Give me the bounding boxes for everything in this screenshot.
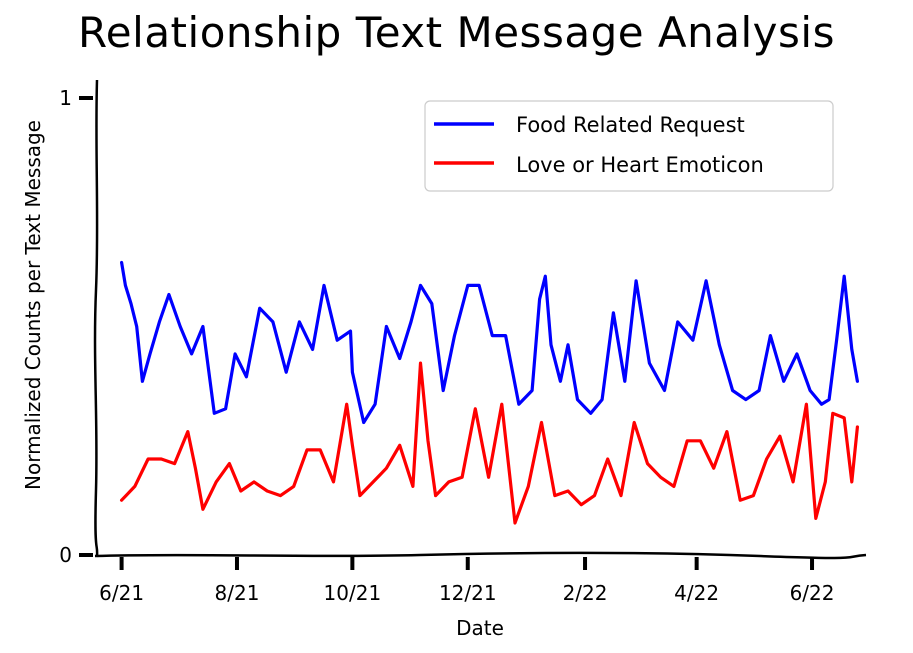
series-line-food (120, 260, 859, 425)
legend-label-food: Food Related Request (516, 113, 745, 137)
x-tick-label: 12/21 (439, 581, 497, 605)
plot-lines (120, 260, 859, 525)
y-tick-label: 1 (59, 86, 72, 110)
x-tick-label: 4/22 (674, 581, 719, 605)
y-tick-label: 0 (59, 543, 72, 567)
chart-title: Relationship Text Message Analysis (78, 8, 835, 57)
y-axis-line (93, 79, 99, 558)
x-tick-label: 8/21 (215, 581, 260, 605)
y-axis-label: Normalized Counts per Text Message (21, 120, 45, 490)
legend-box (424, 100, 834, 192)
legend: Food Related Request Love or Heart Emoti… (424, 100, 834, 192)
x-tick-label: 2/22 (563, 581, 608, 605)
x-tick-label: 10/21 (324, 581, 382, 605)
legend-label-love: Love or Heart Emoticon (516, 153, 764, 177)
axes: 6/21 8/21 10/21 12/21 2/22 4/22 6/22 0 1 (59, 79, 867, 605)
x-axis-label: Date (456, 616, 504, 640)
series-line-love (120, 361, 859, 525)
x-tick-label: 6/21 (99, 581, 144, 605)
x-axis-line (94, 551, 867, 560)
x-tick-label: 6/22 (790, 581, 835, 605)
